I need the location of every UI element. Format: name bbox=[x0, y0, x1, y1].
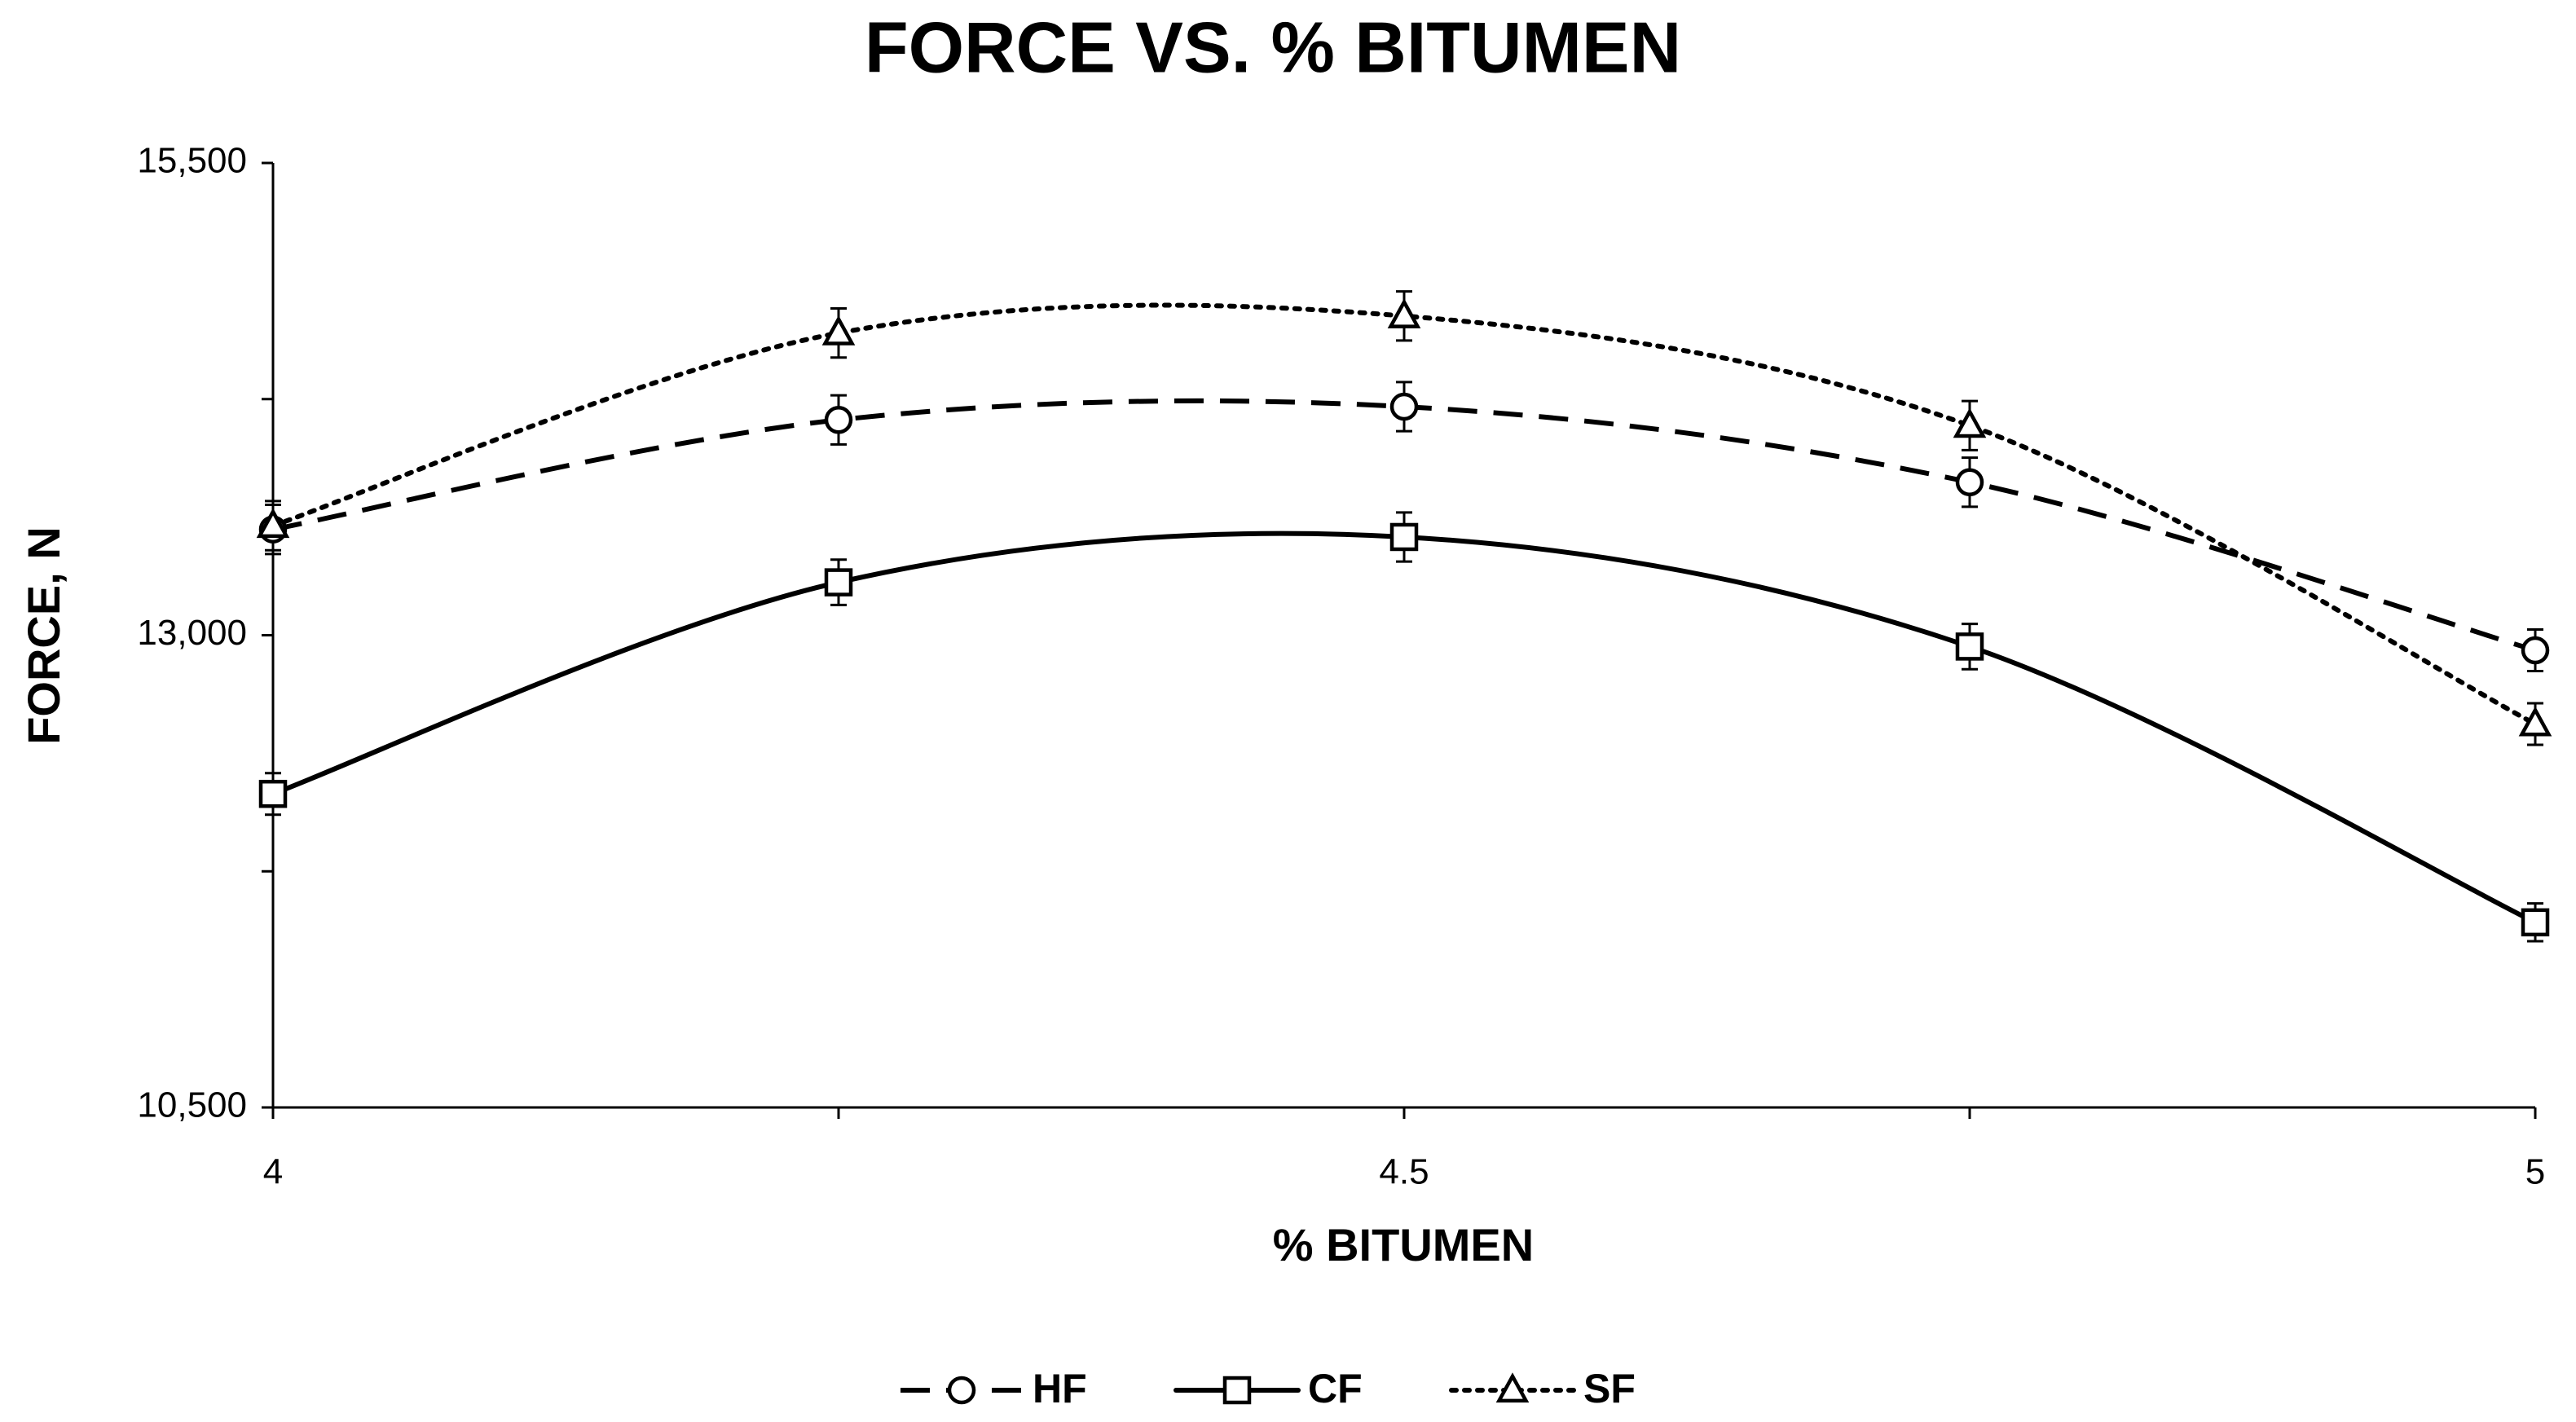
y-axis-label: FORCE, N bbox=[18, 526, 69, 745]
marker bbox=[258, 779, 288, 808]
marker bbox=[1222, 1376, 1252, 1405]
marker bbox=[256, 508, 290, 539]
marker bbox=[824, 405, 853, 434]
marker bbox=[947, 1376, 976, 1405]
marker bbox=[824, 568, 853, 597]
marker bbox=[2521, 636, 2550, 665]
series-line bbox=[271, 530, 2538, 925]
chart-title: FORCE VS. % BITUMEN bbox=[865, 7, 1681, 87]
marker bbox=[1953, 407, 1987, 438]
legend-label: SF bbox=[1583, 1366, 1636, 1411]
y-tick-label: 13,000 bbox=[137, 613, 247, 653]
legend-item: SF bbox=[1449, 1366, 1636, 1411]
y-tick-label: 15,500 bbox=[137, 141, 247, 181]
y-tick-label: 10,500 bbox=[137, 1085, 247, 1125]
legend-item: HF bbox=[900, 1366, 1087, 1411]
marker bbox=[1389, 522, 1419, 552]
marker bbox=[2521, 908, 2550, 937]
legend-item: CF bbox=[1174, 1366, 1363, 1411]
legend-label: CF bbox=[1308, 1366, 1363, 1411]
marker bbox=[2518, 706, 2552, 737]
x-axis-label: % BITUMEN bbox=[1273, 1219, 1534, 1270]
x-tick-label: 4.5 bbox=[1379, 1152, 1429, 1192]
marker bbox=[1387, 297, 1421, 328]
marker bbox=[821, 315, 856, 346]
x-tick-label: 4 bbox=[263, 1152, 283, 1192]
marker bbox=[1955, 468, 1984, 496]
marker bbox=[1495, 1372, 1530, 1403]
x-tick-label: 5 bbox=[2525, 1152, 2545, 1192]
marker bbox=[1955, 632, 1984, 661]
legend-label: HF bbox=[1033, 1366, 1087, 1411]
marker bbox=[1389, 392, 1419, 421]
